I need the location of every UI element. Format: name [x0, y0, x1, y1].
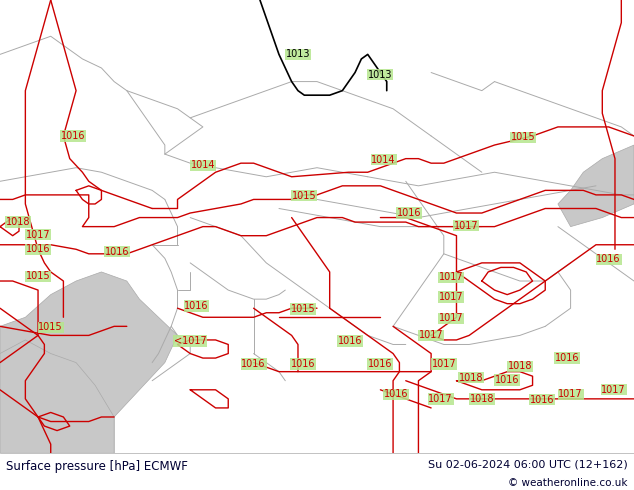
Text: 1016: 1016	[184, 301, 209, 311]
Text: 1017: 1017	[439, 272, 463, 282]
Text: 1016: 1016	[555, 353, 579, 363]
Text: 1018: 1018	[6, 217, 30, 227]
Text: 1016: 1016	[495, 375, 519, 385]
Text: 1016: 1016	[597, 254, 621, 264]
Text: 1016: 1016	[242, 359, 266, 369]
Text: 1016: 1016	[384, 390, 408, 399]
Text: 1014: 1014	[191, 160, 215, 171]
Text: 1018: 1018	[459, 372, 483, 383]
Text: 1013: 1013	[286, 49, 310, 59]
Text: 1017: 1017	[432, 359, 456, 369]
Text: <1017: <1017	[174, 336, 207, 346]
Text: 1015: 1015	[292, 191, 316, 201]
Text: 1017: 1017	[439, 313, 463, 323]
Text: 1017: 1017	[559, 390, 583, 399]
Text: 1017: 1017	[439, 292, 463, 302]
Text: 1017: 1017	[419, 330, 443, 341]
Text: 1016: 1016	[291, 359, 315, 369]
Text: 1016: 1016	[338, 336, 362, 346]
Text: 1015: 1015	[39, 322, 63, 332]
Text: © weatheronline.co.uk: © weatheronline.co.uk	[508, 478, 628, 488]
Text: 1014: 1014	[372, 154, 396, 165]
Text: 1015: 1015	[511, 132, 535, 142]
Text: 1017: 1017	[454, 220, 478, 231]
Text: 1016: 1016	[26, 245, 50, 254]
Text: 1017: 1017	[429, 394, 453, 404]
Text: 1016: 1016	[397, 208, 421, 218]
Text: 1018: 1018	[470, 394, 494, 404]
Text: 1016: 1016	[61, 131, 85, 141]
Text: 1015: 1015	[26, 271, 50, 281]
Text: 1016: 1016	[368, 359, 392, 369]
Text: 1017: 1017	[26, 230, 50, 240]
Text: 1017: 1017	[602, 385, 626, 395]
Text: Surface pressure [hPa] ECMWF: Surface pressure [hPa] ECMWF	[6, 460, 188, 473]
Text: 1015: 1015	[291, 304, 315, 314]
Text: 1013: 1013	[368, 70, 392, 80]
Text: 1018: 1018	[508, 361, 532, 371]
Text: Su 02-06-2024 06:00 UTC (12+162): Su 02-06-2024 06:00 UTC (12+162)	[428, 459, 628, 469]
Text: 1016: 1016	[530, 395, 554, 405]
Text: 1016: 1016	[105, 246, 129, 257]
